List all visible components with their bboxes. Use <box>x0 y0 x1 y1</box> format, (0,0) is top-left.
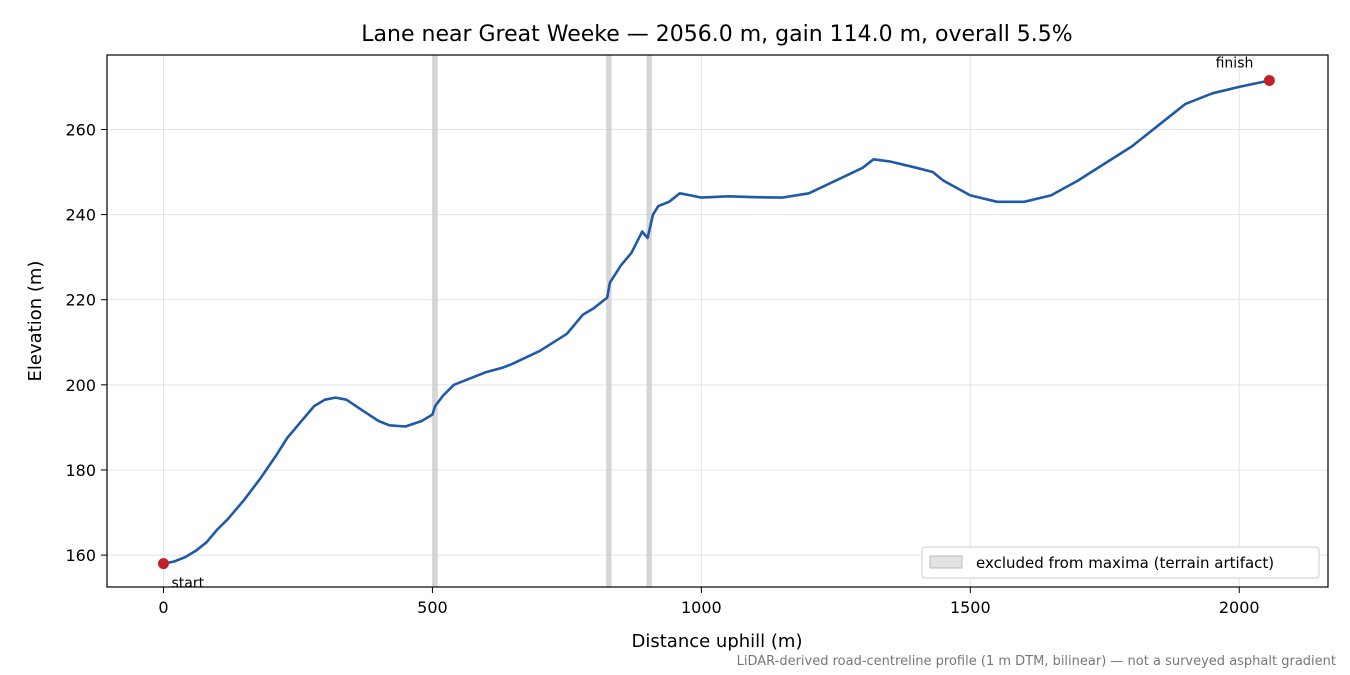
legend-swatch <box>929 555 963 569</box>
x-tick-label: 0 <box>158 598 168 617</box>
endpoint-markers: start finish <box>157 56 1275 592</box>
legend-box <box>921 546 1320 579</box>
endpoint-label-finish: finish <box>1216 56 1254 72</box>
excluded-band <box>432 55 438 587</box>
endpoint-label-start: start <box>171 576 204 592</box>
chart-title: Lane near Great Weeke — 2056.0 m, gain 1… <box>361 22 1072 47</box>
plot-frame <box>106 54 1329 588</box>
endpoint-marker-start <box>157 558 169 570</box>
excluded-regions <box>432 55 652 587</box>
legend: excluded from maxima (terrain artifact) <box>921 546 1320 579</box>
x-tick-label: 1500 <box>950 598 991 617</box>
y-tick-label: 180 <box>65 461 96 480</box>
y-tick-label: 160 <box>65 546 96 565</box>
x-tick-label: 1000 <box>681 598 722 617</box>
y-tick-label: 240 <box>65 206 96 225</box>
series-layer <box>162 79 1271 565</box>
y-tick-label: 200 <box>65 376 96 395</box>
y-tick-label: 220 <box>65 291 96 310</box>
axis-ticks: 0 500 1000 1500 2000 160 180 200 220 240 260 <box>65 120 1259 617</box>
x-tick-label: 2000 <box>1219 598 1260 617</box>
x-tick-label: 500 <box>417 598 448 617</box>
x-axis-label: Distance uphill (m) <box>632 631 803 652</box>
elevation-line <box>162 79 1271 565</box>
y-axis-label: Elevation (m) <box>25 261 46 382</box>
footnote: LiDAR-derived road-centreline profile (1… <box>737 654 1336 669</box>
excluded-band <box>646 55 652 587</box>
excluded-band <box>606 55 612 587</box>
y-tick-label: 260 <box>65 120 96 139</box>
legend-label: excluded from maxima (terrain artifact) <box>976 554 1274 572</box>
endpoint-marker-finish <box>1263 75 1275 87</box>
grid <box>107 55 1328 587</box>
